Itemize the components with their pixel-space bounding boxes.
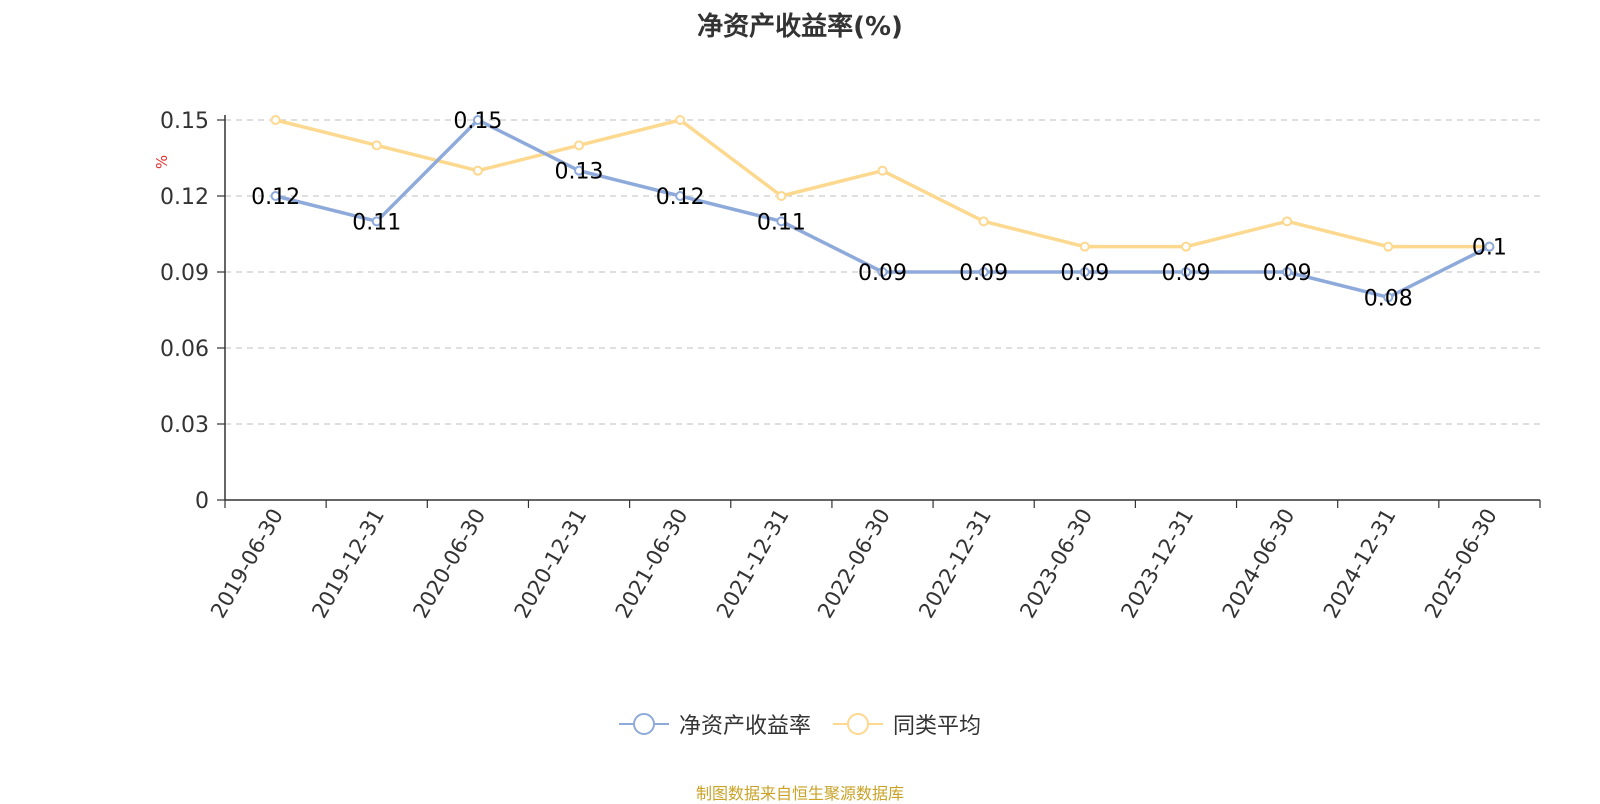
data-point-series-1 <box>1383 241 1394 252</box>
x-tick-label: 2021-06-30 <box>611 505 693 623</box>
data-point-series-1 <box>978 216 989 227</box>
legend-item-series-0[interactable]: 净资产收益率 <box>618 708 811 740</box>
data-label: 0.11 <box>352 210 401 235</box>
x-tick-label: 2021-12-31 <box>712 505 794 623</box>
y-axis-label: % <box>153 155 171 169</box>
data-point-series-0 <box>1079 267 1090 277</box>
chart-svg: 0 0.03 0.06 0.09 0.12 0.15% 2019-06-30 2019-12-… <box>153 109 1541 623</box>
data-label: 0.1 <box>1472 236 1507 261</box>
legend-marker-series-0 <box>618 713 669 735</box>
data-label: 0.09 <box>1263 261 1312 286</box>
data-point-series-0 <box>1180 267 1191 277</box>
legend: 净资产收益率 同类平均 <box>0 708 1600 740</box>
data-label: 0.09 <box>1161 261 1210 286</box>
data-label: 0.09 <box>858 261 907 286</box>
data-point-series-1 <box>776 191 787 201</box>
data-label: 0.12 <box>656 185 705 210</box>
data-label: 0.11 <box>757 210 806 235</box>
data-point-series-1 <box>1282 216 1293 227</box>
data-point-series-1 <box>574 140 585 151</box>
data-point-series-1 <box>675 115 686 125</box>
y-tick-label: 0.12 <box>160 185 209 210</box>
legend-marker-series-1 <box>833 713 883 735</box>
y-tick-label: 0 <box>195 489 209 514</box>
legend-label-series-1: 同类平均 <box>893 714 982 739</box>
data-point-series-1 <box>1180 241 1191 252</box>
y-tick-label: 0.03 <box>160 413 209 438</box>
data-label: 0.08 <box>1364 286 1413 311</box>
x-tick-label: 2024-12-31 <box>1319 505 1401 623</box>
data-point-series-0 <box>371 216 382 227</box>
x-tick-label: 2020-12-31 <box>510 505 592 623</box>
data-point-series-0 <box>472 115 483 125</box>
legend-label-series-0: 净资产收益率 <box>678 714 811 739</box>
x-tick-label: 2019-06-30 <box>206 505 288 623</box>
data-point-series-0 <box>1484 241 1495 252</box>
source-note: 制图数据来自恒生聚源数据库 <box>695 784 904 803</box>
data-point-series-0 <box>270 191 281 201</box>
data-point-series-1 <box>877 165 888 176</box>
x-tick-label: 2025-06-30 <box>1420 505 1502 623</box>
y-tick-label: 0.09 <box>160 261 209 286</box>
x-tick-label: 2019-12-31 <box>307 505 389 623</box>
data-point-series-0 <box>1282 267 1293 277</box>
data-point-series-0 <box>978 267 989 277</box>
data-point-series-1 <box>472 165 483 176</box>
data-point-series-1 <box>1079 241 1090 252</box>
data-point-series-0 <box>776 216 787 227</box>
x-tick-label: 2024-06-30 <box>1218 505 1300 623</box>
y-tick-label: 0.06 <box>160 337 209 362</box>
x-tick-label: 2020-06-30 <box>408 505 490 623</box>
data-label: 0.13 <box>555 160 604 185</box>
data-point-series-0 <box>1383 292 1394 303</box>
x-tick-label: 2022-06-30 <box>813 505 895 623</box>
data-point-series-0 <box>877 267 888 277</box>
x-tick-label: 2022-12-31 <box>914 504 996 622</box>
data-label: 0.12 <box>251 185 300 210</box>
legend-item-series-1[interactable]: 同类平均 <box>833 708 981 740</box>
data-point-series-1 <box>371 140 382 151</box>
data-label: 0.09 <box>959 261 1008 286</box>
y-tick-label: 0.15 <box>160 109 209 134</box>
data-point-series-0 <box>675 191 686 201</box>
data-label: 0.09 <box>1060 261 1109 286</box>
chart-title: 净资产收益率(%) <box>697 12 903 42</box>
x-tick-label: 2023-06-30 <box>1015 505 1097 623</box>
data-point-series-1 <box>270 115 281 125</box>
x-tick-label: 2023-12-31 <box>1116 505 1198 623</box>
data-label: 0.15 <box>453 109 502 134</box>
data-point-series-0 <box>574 165 585 176</box>
